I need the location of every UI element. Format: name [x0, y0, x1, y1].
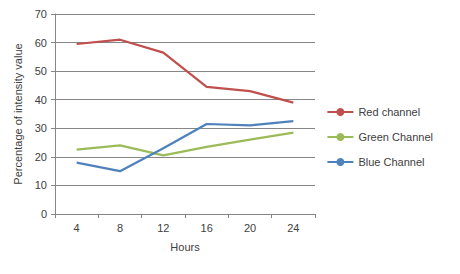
- svg-text:40: 40: [35, 94, 47, 106]
- svg-text:Green Channel: Green Channel: [358, 131, 433, 143]
- svg-text:20: 20: [35, 151, 47, 163]
- svg-text:0: 0: [41, 208, 47, 220]
- svg-text:12: 12: [157, 222, 169, 234]
- svg-text:Blue Channel: Blue Channel: [358, 156, 424, 168]
- svg-text:16: 16: [201, 222, 213, 234]
- svg-text:10: 10: [35, 179, 47, 191]
- svg-text:24: 24: [287, 222, 299, 234]
- svg-text:30: 30: [35, 122, 47, 134]
- svg-text:20: 20: [244, 222, 256, 234]
- svg-text:8: 8: [117, 222, 123, 234]
- svg-text:4: 4: [74, 222, 80, 234]
- svg-text:50: 50: [35, 65, 47, 77]
- svg-text:Red channel: Red channel: [358, 106, 420, 118]
- svg-text:Hours: Hours: [170, 241, 200, 253]
- svg-text:70: 70: [35, 8, 47, 20]
- svg-text:Percentage of intensity value: Percentage of intensity value: [12, 43, 24, 184]
- svg-text:60: 60: [35, 37, 47, 49]
